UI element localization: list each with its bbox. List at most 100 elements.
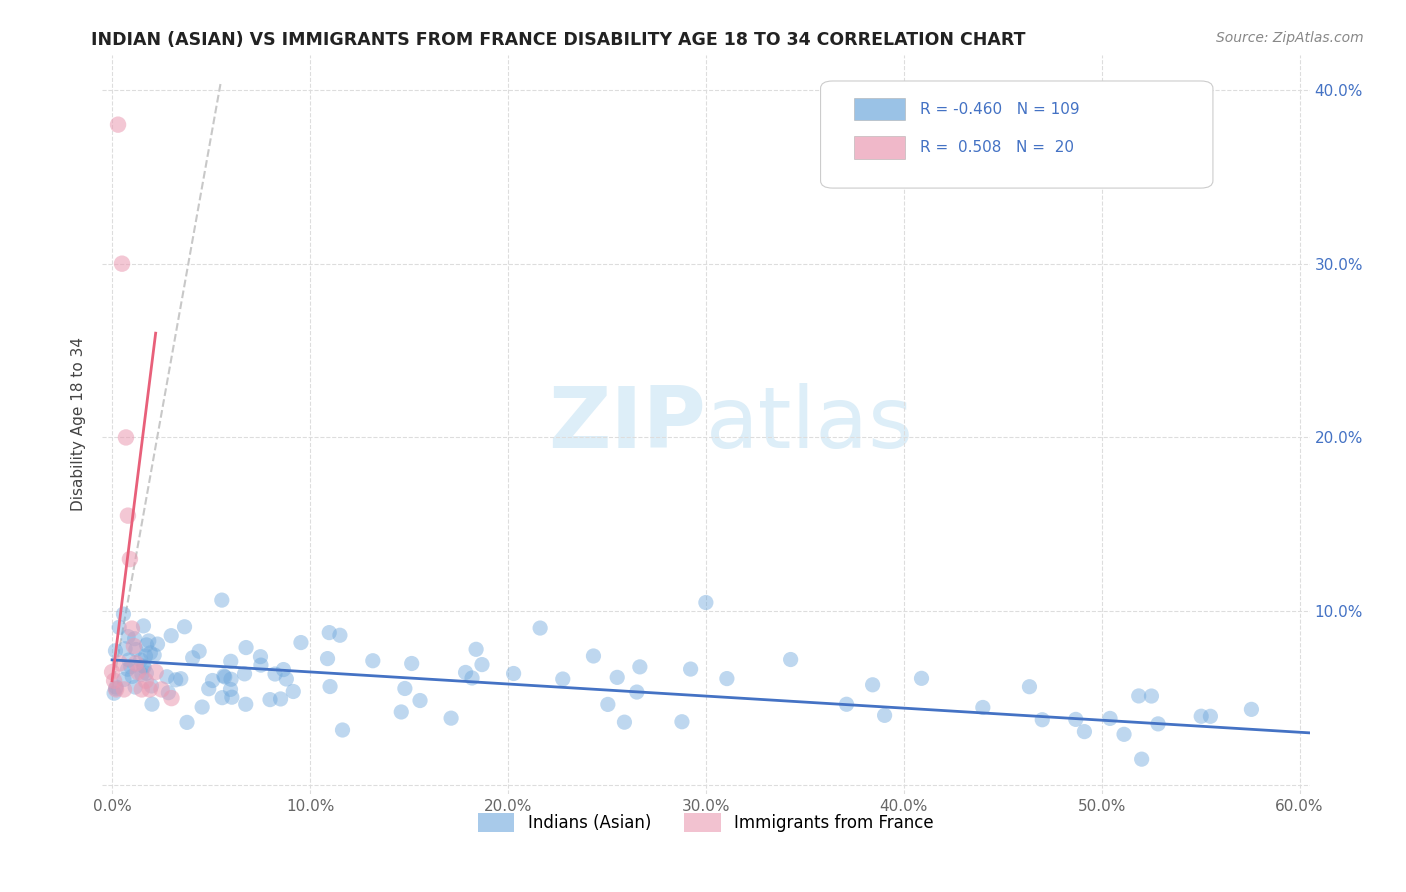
Point [972, 700, 994, 714]
Point [1189, 709, 1212, 723]
Point [141, 679, 163, 693]
Point [671, 714, 693, 729]
Point [118, 653, 141, 667]
Point [118, 552, 141, 566]
Point [157, 686, 180, 700]
Point [332, 723, 354, 737]
Point [124, 680, 146, 694]
Point [1199, 709, 1222, 723]
Point [613, 715, 636, 730]
Text: atlas: atlas [706, 383, 914, 466]
Point [176, 715, 198, 730]
Point [191, 700, 214, 714]
Point [212, 669, 235, 683]
Point [105, 680, 128, 694]
Text: INDIAN (ASIAN) VS IMMIGRANTS FROM FRANCE DISABILITY AGE 18 TO 34 CORRELATION CHA: INDIAN (ASIAN) VS IMMIGRANTS FROM FRANCE… [91, 31, 1026, 49]
Point [529, 621, 551, 635]
Point [146, 637, 169, 651]
Point [626, 685, 648, 699]
Point [105, 682, 128, 697]
Point [127, 665, 149, 679]
Point [135, 638, 157, 652]
Point [211, 593, 233, 607]
Point [132, 619, 155, 633]
Point [120, 659, 142, 673]
Point [181, 650, 204, 665]
Point [461, 671, 484, 685]
Point [1140, 689, 1163, 703]
Point [409, 693, 432, 707]
Point [173, 620, 195, 634]
Text: ZIP: ZIP [548, 383, 706, 466]
Point [139, 646, 162, 660]
Point [156, 670, 179, 684]
Point [129, 653, 152, 667]
Point [165, 673, 187, 687]
Point [121, 669, 143, 683]
Point [138, 682, 160, 697]
Point [1240, 702, 1263, 716]
Point [910, 671, 932, 685]
Point [606, 670, 628, 684]
Point [124, 632, 146, 646]
Point [131, 682, 153, 697]
Legend: Indians (Asian), Immigrants from France: Indians (Asian), Immigrants from France [470, 805, 942, 841]
Point [679, 662, 702, 676]
Point [160, 629, 183, 643]
Point [201, 673, 224, 688]
Point [219, 654, 242, 668]
Point [111, 257, 134, 271]
Point [276, 672, 298, 686]
Point [112, 673, 135, 687]
Point [316, 651, 339, 665]
Point [211, 690, 233, 705]
Point [1018, 680, 1040, 694]
Point [125, 657, 148, 671]
Point [270, 692, 292, 706]
Point [873, 708, 896, 723]
Point [134, 660, 156, 674]
Point [103, 673, 125, 688]
Point [1031, 713, 1053, 727]
Point [101, 665, 124, 679]
Point [628, 660, 651, 674]
Point [107, 118, 129, 132]
Point [1112, 727, 1135, 741]
Point [117, 508, 139, 523]
Point [115, 430, 138, 444]
Point [145, 665, 167, 679]
Point [125, 642, 148, 657]
Point [112, 682, 135, 697]
Point [235, 640, 257, 655]
Text: R = -0.460   N = 109: R = -0.460 N = 109 [920, 102, 1080, 117]
FancyBboxPatch shape [821, 81, 1213, 188]
Point [835, 698, 858, 712]
Point [1128, 689, 1150, 703]
Point [695, 595, 717, 609]
Point [394, 681, 416, 696]
Point [117, 662, 139, 676]
Point [401, 657, 423, 671]
Point [596, 698, 619, 712]
Y-axis label: Disability Age 18 to 34: Disability Age 18 to 34 [72, 337, 86, 511]
Point [1073, 724, 1095, 739]
FancyBboxPatch shape [855, 98, 905, 120]
Point [138, 634, 160, 648]
Point [214, 670, 236, 684]
FancyBboxPatch shape [855, 136, 905, 159]
Point [502, 666, 524, 681]
Point [361, 654, 384, 668]
Text: Source: ZipAtlas.com: Source: ZipAtlas.com [1216, 31, 1364, 45]
Point [135, 666, 157, 681]
Point [862, 678, 884, 692]
Point [259, 692, 281, 706]
Point [273, 663, 295, 677]
Point [108, 657, 131, 671]
Point [1130, 752, 1153, 766]
Point [471, 657, 494, 672]
Point [197, 681, 219, 696]
Point [249, 649, 271, 664]
Point [290, 635, 312, 649]
Point [779, 652, 801, 666]
Point [135, 673, 157, 688]
